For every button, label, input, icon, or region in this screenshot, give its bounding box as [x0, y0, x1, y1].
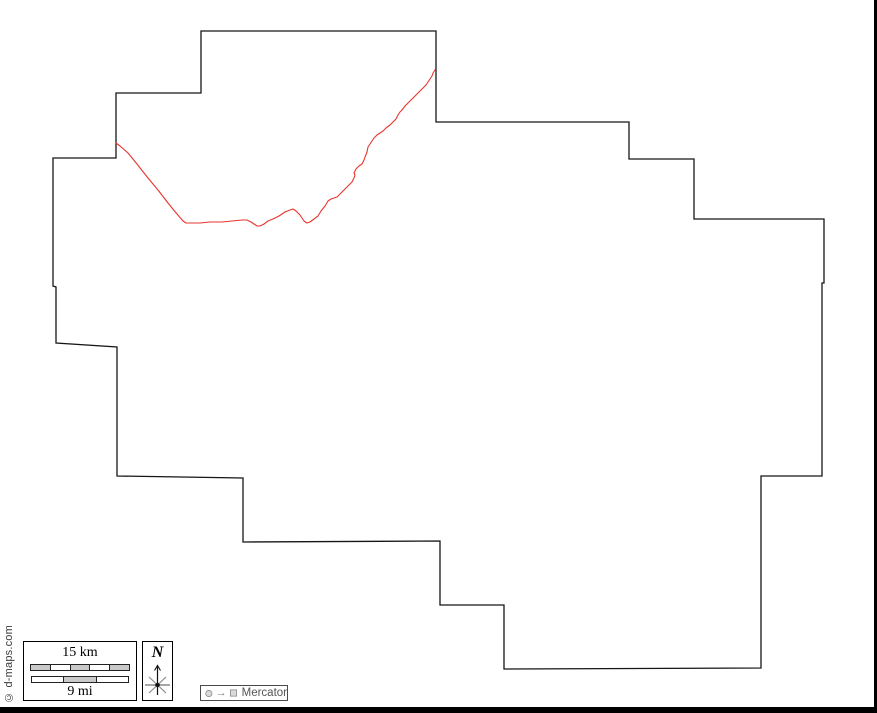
projection-badge: → Mercator [200, 685, 288, 701]
page-frame-bottom-edge [0, 707, 877, 713]
region-boundary-outline [52, 30, 825, 670]
scale-mi-label: 9 mi [67, 684, 93, 699]
scale-km-bar [30, 664, 130, 672]
arrow-right-icon: → [215, 686, 227, 699]
copyright-credit: © d-maps.com [3, 625, 15, 703]
square-icon [229, 689, 237, 697]
scale-mi-bar [31, 676, 129, 683]
scale-mi-segment [32, 677, 64, 682]
projection-name: Mercator [241, 687, 287, 699]
compass-star-icon [145, 664, 170, 695]
circle-icon [205, 689, 213, 697]
scale-km-segment [49, 665, 70, 671]
page-frame-right-edge [874, 0, 877, 713]
scale-bar: 15 km 9 mi [23, 641, 137, 701]
scale-mi-segment [95, 677, 128, 682]
river-line [115, 69, 436, 227]
scale-km-segment [31, 665, 50, 671]
scale-km-label: 15 km [62, 645, 98, 660]
scale-mi-segment [63, 677, 96, 682]
scale-km-segment [69, 665, 90, 671]
north-label: N [151, 644, 164, 661]
scale-km-segment [109, 665, 129, 671]
scale-km-segment [89, 665, 110, 671]
north-arrow-box: N [142, 641, 173, 701]
